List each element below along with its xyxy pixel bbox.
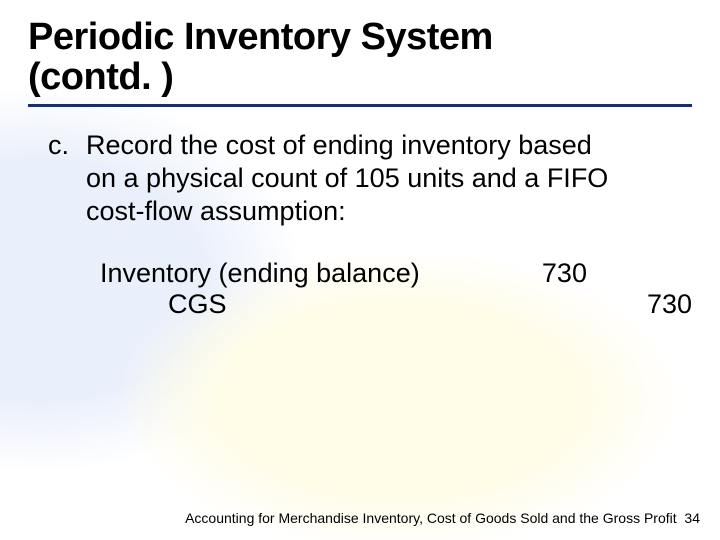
slide-title: Periodic Inventory System (contd. ) [28, 18, 692, 98]
slide: Periodic Inventory System (contd. ) c. R… [0, 0, 720, 540]
body-paragraph: c. Record the cost of ending inventory b… [28, 129, 692, 228]
footer-text: Accounting for Merchandise Inventory, Co… [185, 510, 677, 526]
paragraph-line-1: Record the cost of ending inventory base… [86, 129, 592, 162]
title-line-2: (contd. ) [28, 56, 173, 98]
je-account: CGS [168, 289, 506, 320]
list-letter: c. [48, 129, 86, 162]
je-debit: 730 [482, 258, 587, 289]
journal-entry-row: CGS 730 [168, 289, 692, 320]
journal-entry-row: Inventory (ending balance) 730 [100, 258, 692, 289]
paragraph-line-3: cost-flow assumption: [86, 195, 692, 228]
je-account: Inventory (ending balance) [100, 258, 482, 289]
title-underline [28, 104, 692, 107]
slide-footer: Accounting for Merchandise Inventory, Co… [185, 510, 700, 526]
journal-entry: Inventory (ending balance) 730 CGS 730 [28, 258, 692, 320]
page-number: 34 [684, 510, 700, 526]
paragraph-line-2: on a physical count of 105 units and a F… [86, 162, 692, 195]
je-credit: 730 [599, 289, 692, 320]
title-line-1: Periodic Inventory System [28, 16, 493, 58]
slide-body: c. Record the cost of ending inventory b… [28, 129, 692, 320]
